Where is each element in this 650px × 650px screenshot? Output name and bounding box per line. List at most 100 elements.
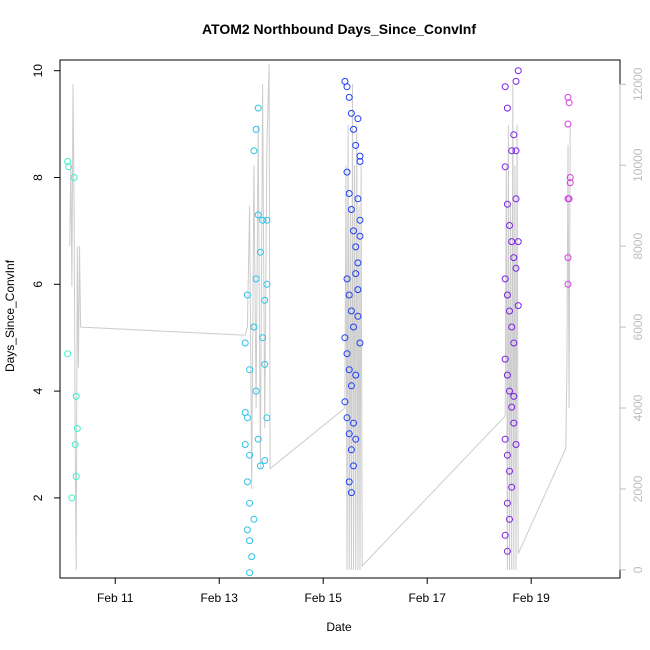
y-left-tick-label-3: 8 — [31, 174, 45, 181]
chart-title: ATOM2 Northbound Days_Since_ConvInf — [202, 21, 476, 37]
data-point-g1-18 — [254, 104, 262, 112]
data-point-g1-29 — [263, 414, 271, 422]
data-point-g3-24 — [501, 531, 509, 539]
data-point-g3-22 — [503, 499, 511, 507]
data-point-g2-32 — [352, 371, 360, 379]
data-point-g2-15 — [343, 275, 351, 283]
data-point-g3-2 — [508, 147, 516, 155]
y-right-tick-label-2: 4000 — [631, 394, 645, 421]
data-point-g2-20 — [343, 350, 351, 358]
data-point-g3-7 — [510, 254, 518, 262]
data-point-g3-1 — [503, 104, 511, 112]
data-point-g2-5 — [352, 141, 360, 149]
data-point-g3-19 — [503, 451, 511, 459]
data-point-g4-8 — [564, 280, 572, 288]
data-point-g3-32 — [512, 264, 520, 272]
x-tick-label-2: Feb 15 — [305, 591, 343, 605]
data-point-g1-14 — [252, 275, 260, 283]
y-axis-label: Days_Since_ConvInf — [3, 259, 17, 372]
data-point-g2-34 — [352, 435, 360, 443]
data-point-g0-3 — [70, 174, 78, 181]
data-point-g0-1 — [65, 163, 73, 171]
data-point-g1-9 — [243, 526, 251, 534]
points-layer — [64, 67, 574, 577]
data-point-g1-11 — [248, 553, 256, 561]
data-point-g2-30 — [354, 286, 362, 294]
data-point-g1-26 — [259, 334, 267, 342]
data-point-g3-3 — [501, 163, 509, 171]
data-point-g2-7 — [356, 158, 364, 165]
data-point-g1-15 — [254, 211, 262, 219]
data-point-g3-0 — [501, 83, 509, 91]
data-point-g3-4 — [503, 200, 511, 208]
data-point-g4-1 — [565, 99, 573, 107]
data-point-g3-30 — [512, 195, 520, 203]
x-tick-label-1: Feb 13 — [201, 591, 239, 605]
y-right-tick-label-5: 10000 — [631, 148, 645, 182]
data-point-g1-4 — [243, 414, 251, 422]
data-point-g2-3 — [347, 109, 355, 117]
data-point-g3-23 — [506, 515, 513, 523]
data-point-g3-28 — [514, 67, 522, 75]
data-point-g1-0 — [241, 339, 249, 347]
data-point-g2-10 — [347, 206, 355, 213]
data-point-g2-37 — [352, 270, 360, 278]
data-point-g0-2 — [64, 350, 72, 358]
data-point-g2-25 — [345, 430, 353, 438]
data-point-g1-10 — [246, 537, 254, 545]
data-point-g2-8 — [343, 168, 351, 176]
data-point-g1-21 — [252, 387, 260, 395]
data-point-g1-17 — [252, 125, 260, 133]
data-point-g2-18 — [350, 323, 357, 331]
data-point-g0-7 — [72, 473, 80, 480]
data-point-g4-6 — [565, 195, 573, 203]
data-point-g1-16 — [250, 147, 258, 155]
axis-layer: Feb 11 Feb 13 Feb 15 Feb 17 Feb 19 2 4 6 8 10 0 200… — [31, 64, 645, 605]
data-point-g0-4 — [72, 392, 80, 400]
data-point-g3-13 — [501, 355, 509, 363]
data-point-g1-2 — [246, 366, 254, 374]
data-point-g2-12 — [352, 243, 360, 251]
data-point-g2-39 — [356, 152, 364, 160]
y-right-tick-label-0: 0 — [631, 566, 645, 573]
y-left-tick-label-2: 6 — [31, 281, 45, 288]
data-point-g3-21 — [508, 483, 516, 491]
data-point-g2-9 — [345, 190, 353, 197]
data-point-g2-1 — [343, 83, 351, 91]
data-point-g2-4 — [350, 125, 357, 133]
data-point-g1-7 — [243, 478, 251, 486]
data-point-g1-12 — [246, 569, 254, 577]
data-point-g0-6 — [71, 441, 79, 448]
data-point-g2-22 — [347, 382, 355, 390]
data-point-g3-35 — [512, 441, 520, 448]
data-point-g2-13 — [354, 259, 362, 267]
data-point-g0-0 — [64, 158, 72, 165]
data-point-g2-29 — [347, 489, 355, 497]
y-right-tick-label-6: 12000 — [631, 67, 645, 101]
data-point-g1-5 — [241, 441, 249, 448]
data-point-g1-8 — [246, 499, 254, 507]
x-tick-label-4: Feb 19 — [513, 591, 551, 605]
data-point-g3-33 — [514, 302, 522, 310]
data-point-g2-28 — [345, 478, 353, 486]
y-right-tick-label-1: 2000 — [631, 475, 645, 502]
data-point-g2-31 — [356, 339, 364, 347]
data-point-g1-6 — [246, 451, 254, 459]
data-point-g2-23 — [341, 398, 349, 406]
data-point-g2-35 — [354, 195, 362, 203]
data-point-g2-21 — [345, 366, 353, 374]
data-point-g2-33 — [350, 419, 357, 427]
data-point-g1-27 — [263, 280, 271, 288]
data-point-g3-18 — [501, 435, 509, 443]
data-point-g3-6 — [508, 238, 516, 246]
data-point-g0-8 — [68, 494, 76, 502]
y-left-tick-label-4: 10 — [31, 64, 45, 78]
data-point-g3-10 — [506, 307, 513, 315]
y-right-tick-label-4: 8000 — [631, 233, 645, 260]
data-point-g3-17 — [510, 419, 518, 427]
data-point-g3-12 — [510, 339, 518, 347]
data-point-g2-11 — [350, 227, 357, 235]
data-point-g1-28 — [261, 360, 269, 368]
x-tick-label-3: Feb 17 — [409, 591, 447, 605]
